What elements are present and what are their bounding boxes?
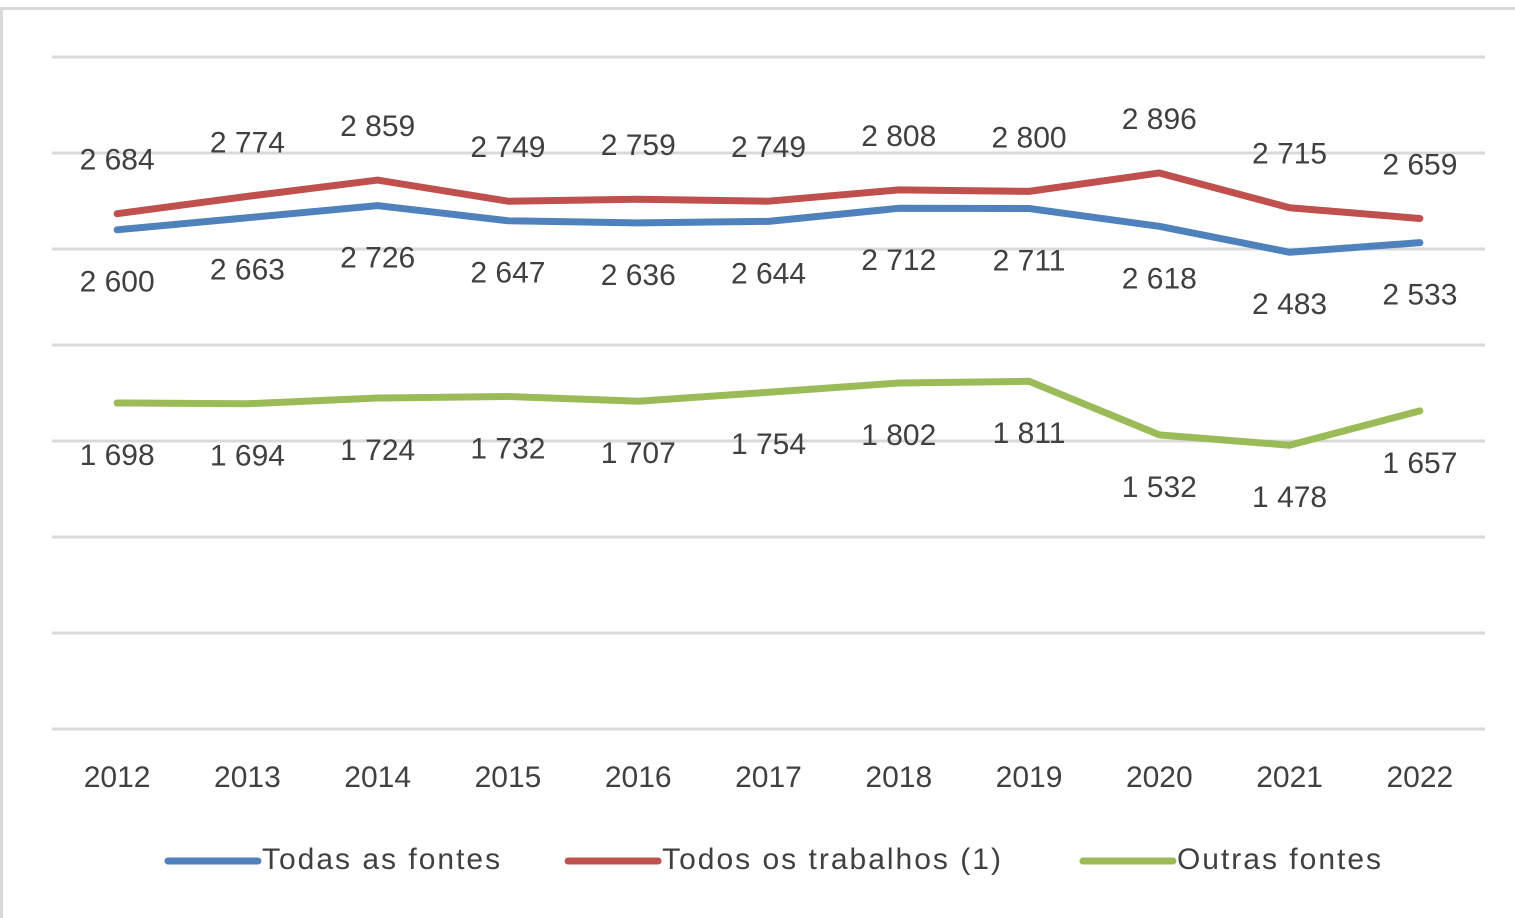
data-label: 1 802: [861, 419, 936, 452]
series-line: [113, 377, 1424, 449]
x-tick-label: 2020: [1126, 761, 1193, 794]
data-label: 2 712: [861, 244, 936, 277]
data-label: 2 759: [601, 129, 676, 162]
data-label: 2 800: [992, 121, 1067, 154]
data-label: 2 808: [861, 120, 936, 153]
data-label: 1 732: [470, 432, 545, 465]
series-line: [113, 202, 1424, 256]
data-label: 2 659: [1382, 148, 1457, 181]
data-label: 1 698: [80, 439, 155, 472]
data-label: 2 711: [993, 244, 1066, 277]
data-label: 1 694: [210, 440, 285, 473]
data-label: 1 724: [340, 434, 415, 467]
legend-label: Todas as fontes: [262, 843, 502, 876]
x-tick-label: 2015: [475, 761, 542, 794]
data-label: 1 707: [601, 437, 676, 470]
data-label: 2 663: [210, 254, 285, 287]
data-label: 2 533: [1382, 279, 1457, 312]
data-label: 2 896: [1122, 103, 1197, 136]
x-tick-label: 2021: [1256, 761, 1323, 794]
chart-frame: [0, 7, 1515, 918]
x-tick-label: 2012: [84, 761, 151, 794]
data-label: 2 647: [470, 257, 545, 290]
data-label: 1 754: [731, 428, 806, 461]
data-label: 2 749: [731, 131, 806, 164]
data-label: 2 749: [470, 131, 545, 164]
data-label: 1 657: [1382, 447, 1457, 480]
x-tick-label: 2017: [735, 761, 802, 794]
x-tick-label: 2013: [214, 761, 281, 794]
data-label: 2 618: [1122, 262, 1197, 295]
data-label: 2 600: [80, 266, 155, 299]
x-tick-label: 2016: [605, 761, 672, 794]
data-label: 2 483: [1252, 288, 1327, 321]
data-label: 2 644: [731, 257, 806, 290]
legend-label: Todos os trabalhos (1): [662, 843, 1003, 876]
x-tick-label: 2018: [865, 761, 932, 794]
series-line: [113, 169, 1424, 222]
data-label: 1 478: [1252, 481, 1327, 514]
x-tick-label: 2014: [344, 761, 411, 794]
data-label: 2 684: [80, 144, 155, 177]
data-label: 2 726: [340, 242, 415, 275]
data-label: 2 774: [210, 126, 285, 159]
x-tick-label: 2022: [1386, 761, 1453, 794]
legend-label: Outras fontes: [1177, 843, 1383, 876]
data-label: 2 636: [601, 259, 676, 292]
x-tick-label: 2019: [996, 761, 1063, 794]
data-label: 2 715: [1252, 138, 1327, 171]
data-label: 1 811: [993, 417, 1066, 450]
data-label: 2 859: [340, 110, 415, 143]
data-label: 1 532: [1122, 471, 1197, 504]
